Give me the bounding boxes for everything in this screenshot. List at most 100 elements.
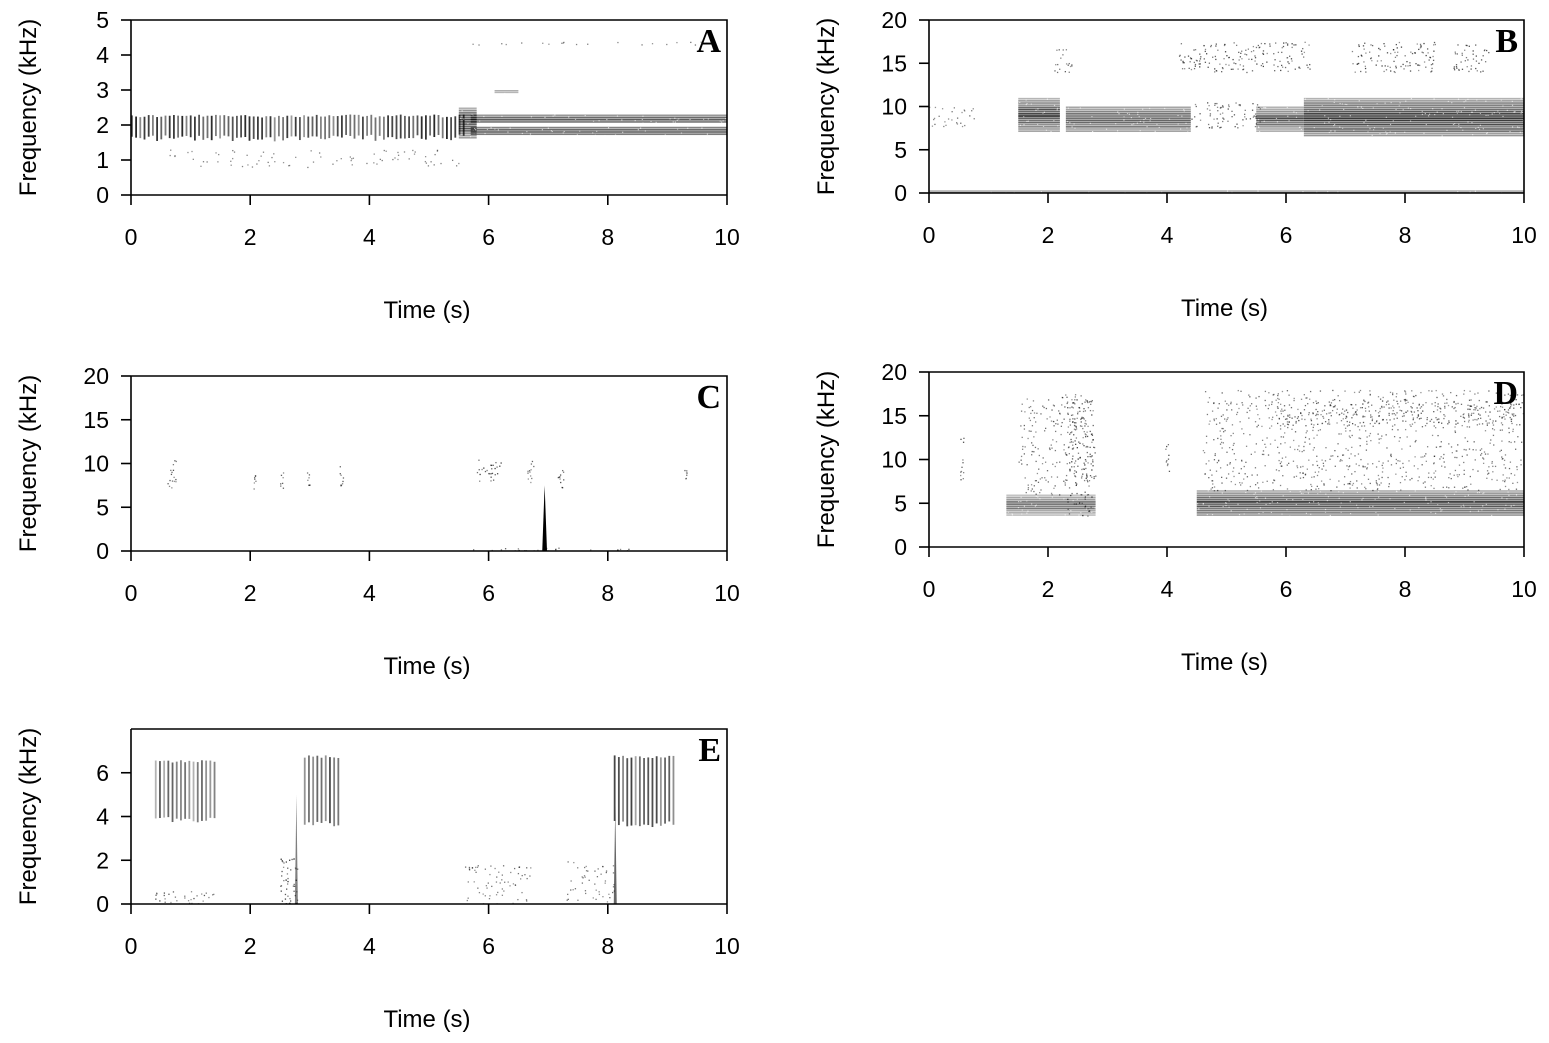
energy-region-1 bbox=[154, 760, 216, 823]
energy-region-2 bbox=[253, 475, 257, 490]
panel-d: 0 2 4 6 8 10 0 5 10 15 20 Time (s) Frequency (kHz) D bbox=[813, 359, 1537, 676]
panel-letter: C bbox=[696, 379, 721, 416]
y-tick-label: 0 bbox=[96, 891, 109, 917]
energy-region-8 bbox=[566, 861, 615, 904]
energy-region-1 bbox=[929, 106, 975, 128]
energy-region-4 bbox=[1065, 399, 1094, 517]
y-tick-label: 2 bbox=[96, 112, 109, 138]
energy-region-3 bbox=[1065, 106, 1192, 133]
energy-region-5 bbox=[494, 90, 519, 95]
y-tick-label: 20 bbox=[881, 359, 907, 385]
panel-letter: D bbox=[1493, 375, 1518, 412]
x-tick-label: 10 bbox=[714, 224, 740, 250]
x-tick-label: 10 bbox=[1511, 576, 1537, 602]
energy-region-6 bbox=[1303, 97, 1524, 138]
x-tick-label: 6 bbox=[482, 933, 495, 959]
x-tick-label: 0 bbox=[125, 224, 138, 250]
y-tick-label: 0 bbox=[894, 534, 907, 560]
y-tick-label: 10 bbox=[881, 94, 907, 120]
energy-region-4 bbox=[470, 126, 727, 137]
x-tick-label: 2 bbox=[244, 580, 257, 606]
x-tick-label: 2 bbox=[244, 933, 257, 959]
energy-region-7 bbox=[527, 460, 535, 484]
energy-region-10 bbox=[1453, 44, 1490, 73]
x-tick-label: 6 bbox=[1280, 222, 1293, 248]
panel-b: 0 2 4 6 8 10 0 5 10 15 20 Time (s) Frequency (kHz) B bbox=[813, 7, 1537, 322]
x-tick-label: 10 bbox=[714, 933, 740, 959]
y-tick-label: 0 bbox=[894, 180, 907, 206]
y-tick-label: 15 bbox=[881, 403, 907, 429]
y-tick-label: 1 bbox=[96, 147, 109, 173]
x-tick-label: 8 bbox=[601, 224, 614, 250]
panel-c: 0 2 4 6 8 10 0 5 10 15 20 Time (s) Frequency (kHz) C bbox=[15, 363, 740, 680]
x-tick-label: 0 bbox=[125, 580, 138, 606]
y-tick-label: 20 bbox=[83, 363, 109, 389]
y-tick-label: 2 bbox=[96, 847, 109, 873]
x-tick-label: 0 bbox=[923, 222, 936, 248]
y-tick-label: 10 bbox=[83, 451, 109, 477]
energy-region-1 bbox=[167, 460, 177, 489]
x-tick-label: 6 bbox=[482, 580, 495, 606]
y-tick-label: 10 bbox=[881, 447, 907, 473]
energy-region-9 bbox=[1351, 41, 1437, 74]
energy-region-4 bbox=[306, 472, 311, 486]
energy-region-2 bbox=[458, 107, 477, 139]
x-axis-title: Time (s) bbox=[383, 297, 470, 324]
spectrogram-plot-area bbox=[929, 41, 1524, 193]
plot-frame bbox=[131, 375, 728, 551]
energy-region-5 bbox=[1256, 106, 1304, 133]
energy-region-8 bbox=[1178, 41, 1311, 74]
plot-frame bbox=[131, 19, 728, 195]
x-axis-title: Time (s) bbox=[1181, 649, 1268, 676]
y-tick-label: 4 bbox=[96, 42, 109, 68]
y-tick-label: 15 bbox=[881, 50, 907, 76]
y-tick-label: 20 bbox=[881, 7, 907, 33]
energy-region-6 bbox=[472, 41, 708, 46]
energy-region-10 bbox=[155, 891, 215, 904]
y-axis-title: Frequency (kHz) bbox=[15, 375, 42, 552]
panel-letter: B bbox=[1495, 23, 1518, 60]
x-tick-label: 4 bbox=[363, 224, 376, 250]
plot-frame bbox=[929, 19, 1525, 193]
energy-region-6 bbox=[1196, 490, 1524, 518]
energy-region-7 bbox=[169, 149, 460, 169]
x-tick-label: 10 bbox=[1511, 222, 1537, 248]
energy-region-9 bbox=[613, 805, 617, 904]
y-tick-label: 6 bbox=[96, 760, 109, 786]
energy-region-11 bbox=[542, 485, 548, 551]
y-tick-label: 5 bbox=[894, 490, 907, 516]
energy-region-3 bbox=[280, 472, 285, 489]
plot-frame bbox=[131, 728, 728, 904]
spectrogram-plot-area bbox=[167, 459, 688, 551]
x-tick-label: 4 bbox=[363, 933, 376, 959]
energy-region-8 bbox=[1274, 398, 1524, 426]
x-tick-label: 10 bbox=[714, 580, 740, 606]
y-tick-label: 0 bbox=[96, 182, 109, 208]
energy-region-7 bbox=[1054, 49, 1073, 74]
x-tick-label: 0 bbox=[923, 576, 936, 602]
x-tick-label: 4 bbox=[1161, 222, 1174, 248]
x-tick-label: 2 bbox=[244, 224, 257, 250]
y-tick-label: 3 bbox=[96, 77, 109, 103]
energy-region-7 bbox=[466, 866, 531, 904]
y-tick-label: 5 bbox=[96, 494, 109, 520]
y-tick-label: 15 bbox=[83, 407, 109, 433]
y-tick-label: 4 bbox=[96, 804, 109, 830]
spectrogram-plot-area bbox=[154, 755, 675, 904]
x-tick-label: 8 bbox=[601, 580, 614, 606]
energy-region-5 bbox=[1165, 443, 1171, 472]
panel-letter: E bbox=[698, 732, 721, 769]
energy-region-2 bbox=[1006, 494, 1097, 518]
energy-region-6 bbox=[464, 865, 532, 870]
x-tick-label: 6 bbox=[482, 224, 495, 250]
x-tick-label: 2 bbox=[1042, 576, 1055, 602]
y-axis-title: Frequency (kHz) bbox=[813, 371, 840, 548]
panel-letter: A bbox=[696, 23, 721, 60]
x-axis-title: Time (s) bbox=[383, 653, 470, 680]
y-tick-label: 5 bbox=[96, 7, 109, 33]
energy-region-1 bbox=[960, 437, 965, 481]
energy-region-6 bbox=[476, 459, 502, 482]
x-tick-label: 8 bbox=[1399, 576, 1412, 602]
